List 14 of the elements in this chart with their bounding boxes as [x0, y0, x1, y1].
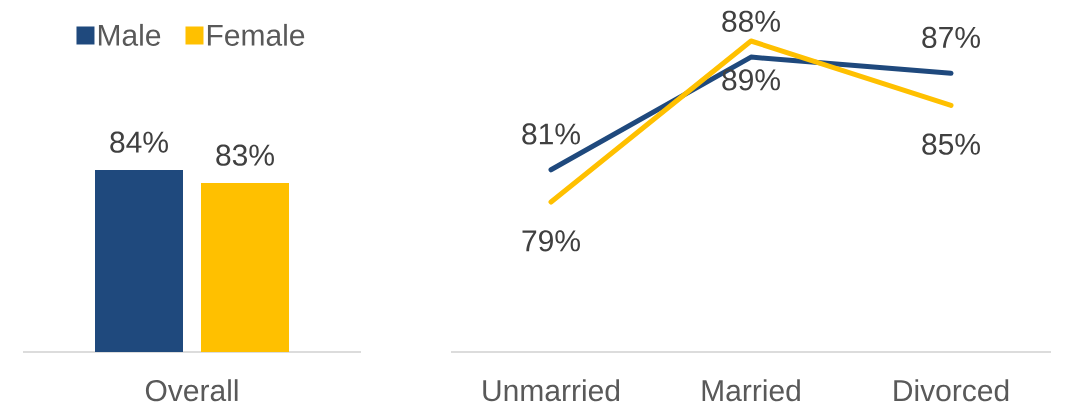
x-tick-label: Divorced: [894, 379, 1009, 402]
legend-label: Male: [98, 23, 161, 46]
x-tick-label: Married: [702, 379, 800, 402]
data-label: 83%: [216, 144, 274, 166]
data-label: 85%: [922, 133, 980, 155]
x-tick-label: Unmarried: [483, 379, 620, 402]
data-label: 88%: [722, 10, 780, 32]
x-tick-label: Overall: [145, 379, 238, 402]
data-label: 87%: [922, 26, 980, 48]
legend-label: Female: [207, 23, 305, 46]
data-label: 81%: [522, 123, 580, 145]
data-label: 89%: [722, 69, 780, 91]
data-label: 84%: [110, 131, 168, 153]
data-label: 79%: [522, 230, 580, 252]
